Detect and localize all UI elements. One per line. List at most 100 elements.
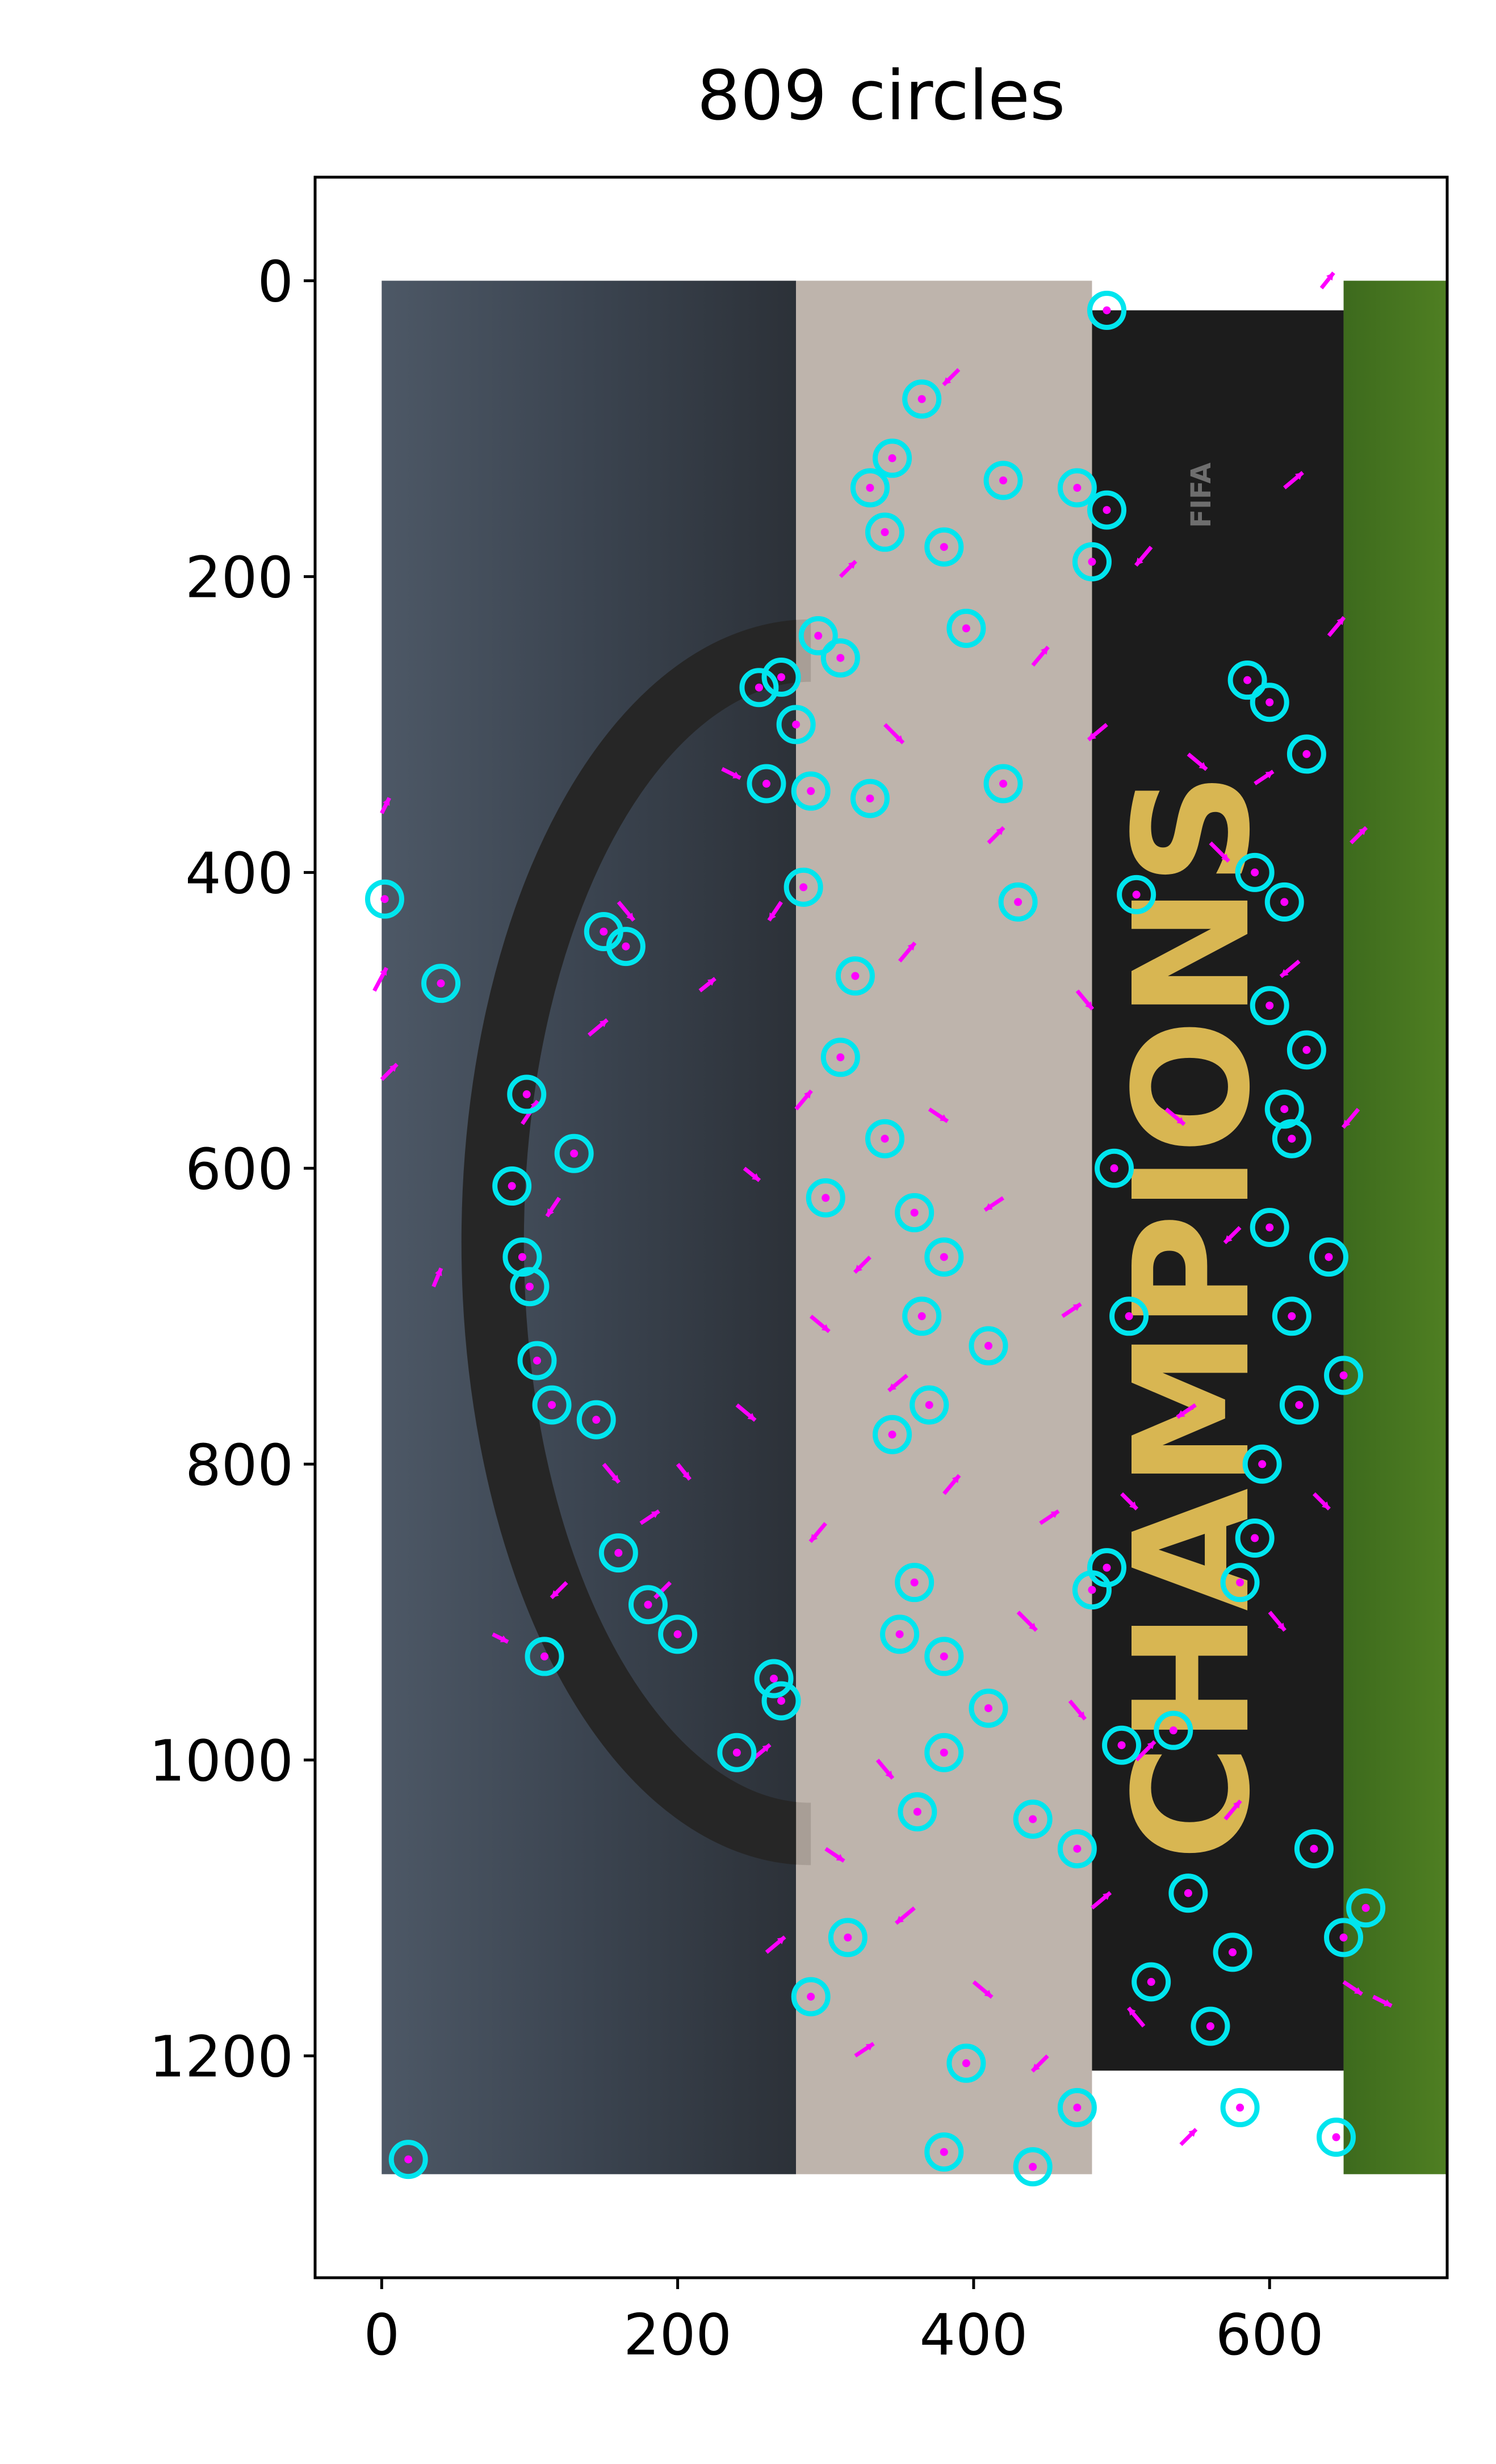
circle-center-dot <box>913 1808 921 1816</box>
arrow-mark <box>1342 1980 1363 1996</box>
circle-mark <box>924 1637 964 1676</box>
circle-center-dot <box>1265 698 1274 706</box>
circle-mark <box>598 1533 638 1573</box>
y-tick-label: 1200 <box>149 2023 294 2090</box>
arrow-mark <box>1223 1226 1242 1244</box>
circle-center-dot <box>1302 750 1311 758</box>
circle-center-dot <box>895 1630 904 1638</box>
arrow-head <box>1085 1001 1093 1010</box>
circle-center-dot <box>984 1704 992 1713</box>
photo-grass-region <box>1343 281 1447 2174</box>
circle-mark <box>1168 1873 1208 1913</box>
arrow-head <box>889 1383 896 1391</box>
arrow-head <box>389 1064 397 1072</box>
arrow-mark <box>1268 1610 1287 1632</box>
arrow-mark <box>809 1315 831 1333</box>
arrow-mark <box>1075 989 1095 1011</box>
circle-center-dot <box>1310 1844 1318 1853</box>
y-tick-label: 1000 <box>149 1727 294 1794</box>
circle-center-dot <box>1029 1815 1037 1823</box>
arrow-mark <box>1327 616 1346 637</box>
circle-center-dot <box>380 895 389 903</box>
circle-center-dot <box>814 631 823 640</box>
circle-center-dot <box>1302 1045 1311 1054</box>
arrow-mark <box>1283 471 1304 490</box>
circle-center-dot <box>792 720 801 729</box>
circle-mark <box>902 1296 942 1336</box>
circle-center-dot <box>540 1652 549 1660</box>
circle-mark <box>1154 1710 1193 1750</box>
arrow-head <box>1326 273 1334 281</box>
circle-mark <box>492 1166 532 1206</box>
circle-center-dot <box>844 1933 852 1942</box>
circle-mark <box>924 527 964 567</box>
arrow-mark <box>1209 841 1230 863</box>
arrow-mark <box>1126 2006 1146 2028</box>
arrow-head <box>865 2043 874 2051</box>
circle-mark <box>1220 2088 1260 2127</box>
circle-center-dot <box>1103 1563 1111 1572</box>
arrow-mark <box>1279 959 1301 978</box>
circle-mark <box>983 461 1023 500</box>
circle-mark <box>1013 2147 1053 2187</box>
y-tick-label: 0 <box>257 248 294 315</box>
circle-center-dot <box>925 1401 933 1409</box>
circle-center-dot <box>1339 1371 1348 1379</box>
circle-mark <box>969 1688 1008 1728</box>
arrow-mark <box>721 767 741 780</box>
circle-mark <box>898 1792 937 1831</box>
arrow-mark <box>1319 271 1335 290</box>
arrow-head <box>551 1590 559 1598</box>
circle-center-dot <box>777 673 786 681</box>
circle-center-dot <box>1332 2133 1340 2141</box>
circle-center-dot <box>762 780 770 788</box>
photo-champions-banner <box>1092 310 1344 2071</box>
circle-center-dot <box>614 1549 623 1557</box>
circle-center-dot <box>888 1430 896 1439</box>
circle-mark <box>946 609 986 649</box>
arrow-head <box>1176 1117 1185 1125</box>
circle-center-dot <box>1110 1164 1118 1173</box>
arrow-mark <box>854 2042 875 2058</box>
circle-mark <box>1220 1563 1260 1603</box>
arrow-head <box>500 1635 508 1642</box>
circle-center-dot <box>1265 1223 1274 1232</box>
arrow-mark <box>1120 1492 1139 1511</box>
circle-center-dot <box>1073 2103 1082 2112</box>
arrow-mark <box>883 723 905 744</box>
arrow-head <box>752 1173 760 1181</box>
circle-center-dot <box>1088 558 1096 566</box>
circle-mark <box>1346 1888 1386 1928</box>
circle-center-dot <box>1236 2103 1244 2112</box>
arrow-head <box>896 1915 904 1923</box>
circle-mark <box>791 1977 831 2017</box>
circle-mark <box>1272 1296 1311 1336</box>
circle-center-dot <box>437 979 445 988</box>
circle-mark <box>1294 1829 1334 1869</box>
circle-mark <box>554 1133 594 1173</box>
circle-mark <box>1057 2088 1097 2127</box>
arrow-head <box>895 735 903 743</box>
circle-mark <box>1013 1799 1053 1839</box>
arrow-head <box>836 1854 844 1861</box>
circle-mark <box>902 379 942 419</box>
arrow-head <box>1280 969 1289 977</box>
arrow-mark <box>1091 1891 1112 1910</box>
circle-center-dot <box>836 1053 845 1061</box>
circle-center-dot <box>999 780 1008 788</box>
arrow-head <box>1343 1119 1351 1128</box>
circle-mark <box>865 1119 905 1158</box>
arrow-head <box>1050 1511 1059 1518</box>
circle-mark <box>1324 1918 1364 1957</box>
arrow-head <box>848 561 856 569</box>
circle-mark <box>783 867 823 907</box>
arrow-mark <box>1016 1610 1038 1632</box>
circle-center-dot <box>881 1135 889 1143</box>
chart-title: 809 circles <box>697 57 1066 136</box>
x-tick-label: 0 <box>363 2302 400 2368</box>
circle-center-dot <box>1236 1578 1244 1587</box>
circle-mark <box>365 879 405 919</box>
circle-mark <box>791 771 831 811</box>
circle-center-dot <box>1088 1586 1096 1594</box>
circle-center-dot <box>525 1282 534 1291</box>
